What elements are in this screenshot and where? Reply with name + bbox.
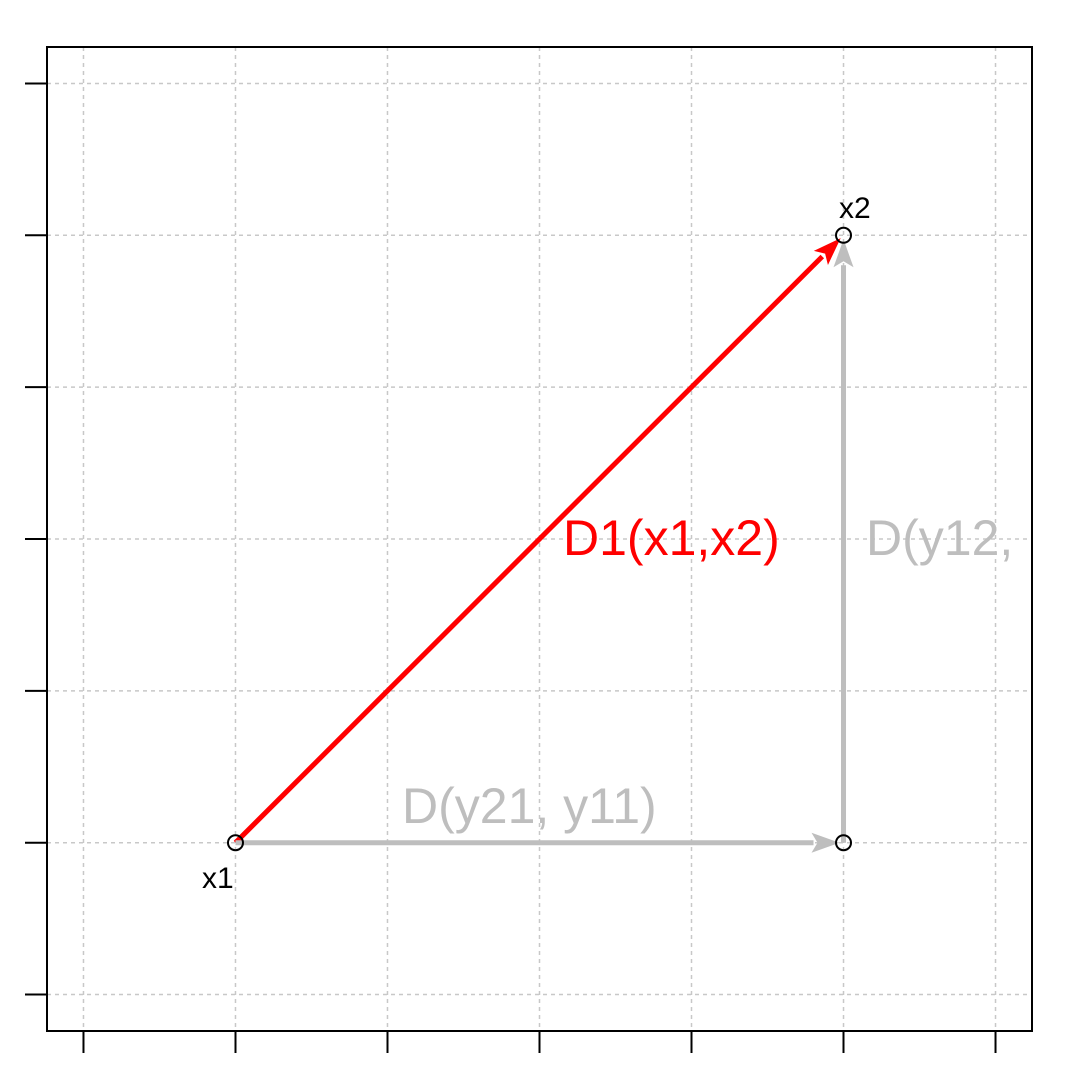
dy12-distance-label: D(y12, — [866, 510, 1013, 566]
dy12-arrow-head — [833, 239, 854, 268]
points — [226, 226, 853, 852]
axis-ticks — [25, 82, 997, 1053]
x2-point-label: x2 — [839, 192, 871, 225]
d1-arrow-shaft — [233, 254, 825, 845]
x1-marker — [226, 834, 244, 852]
dy21-arrow-head — [811, 832, 840, 853]
x1-point-label: x1 — [202, 862, 234, 895]
d1-arrow-head — [813, 238, 841, 265]
dy12-arrow — [833, 239, 854, 843]
labels: D1(x1,x2) D(y21, y11) D(y12, x1 x2 — [202, 192, 1013, 895]
dy21-distance-label: D(y21, y11) — [402, 778, 657, 834]
d1-arrow — [233, 238, 841, 845]
dy21-arrow — [235, 832, 840, 853]
arrows — [233, 238, 854, 853]
x2-marker — [835, 226, 853, 244]
d1-distance-label: D1(x1,x2) — [563, 510, 780, 566]
corner-marker — [835, 834, 853, 852]
plot-frame — [46, 46, 1033, 1032]
